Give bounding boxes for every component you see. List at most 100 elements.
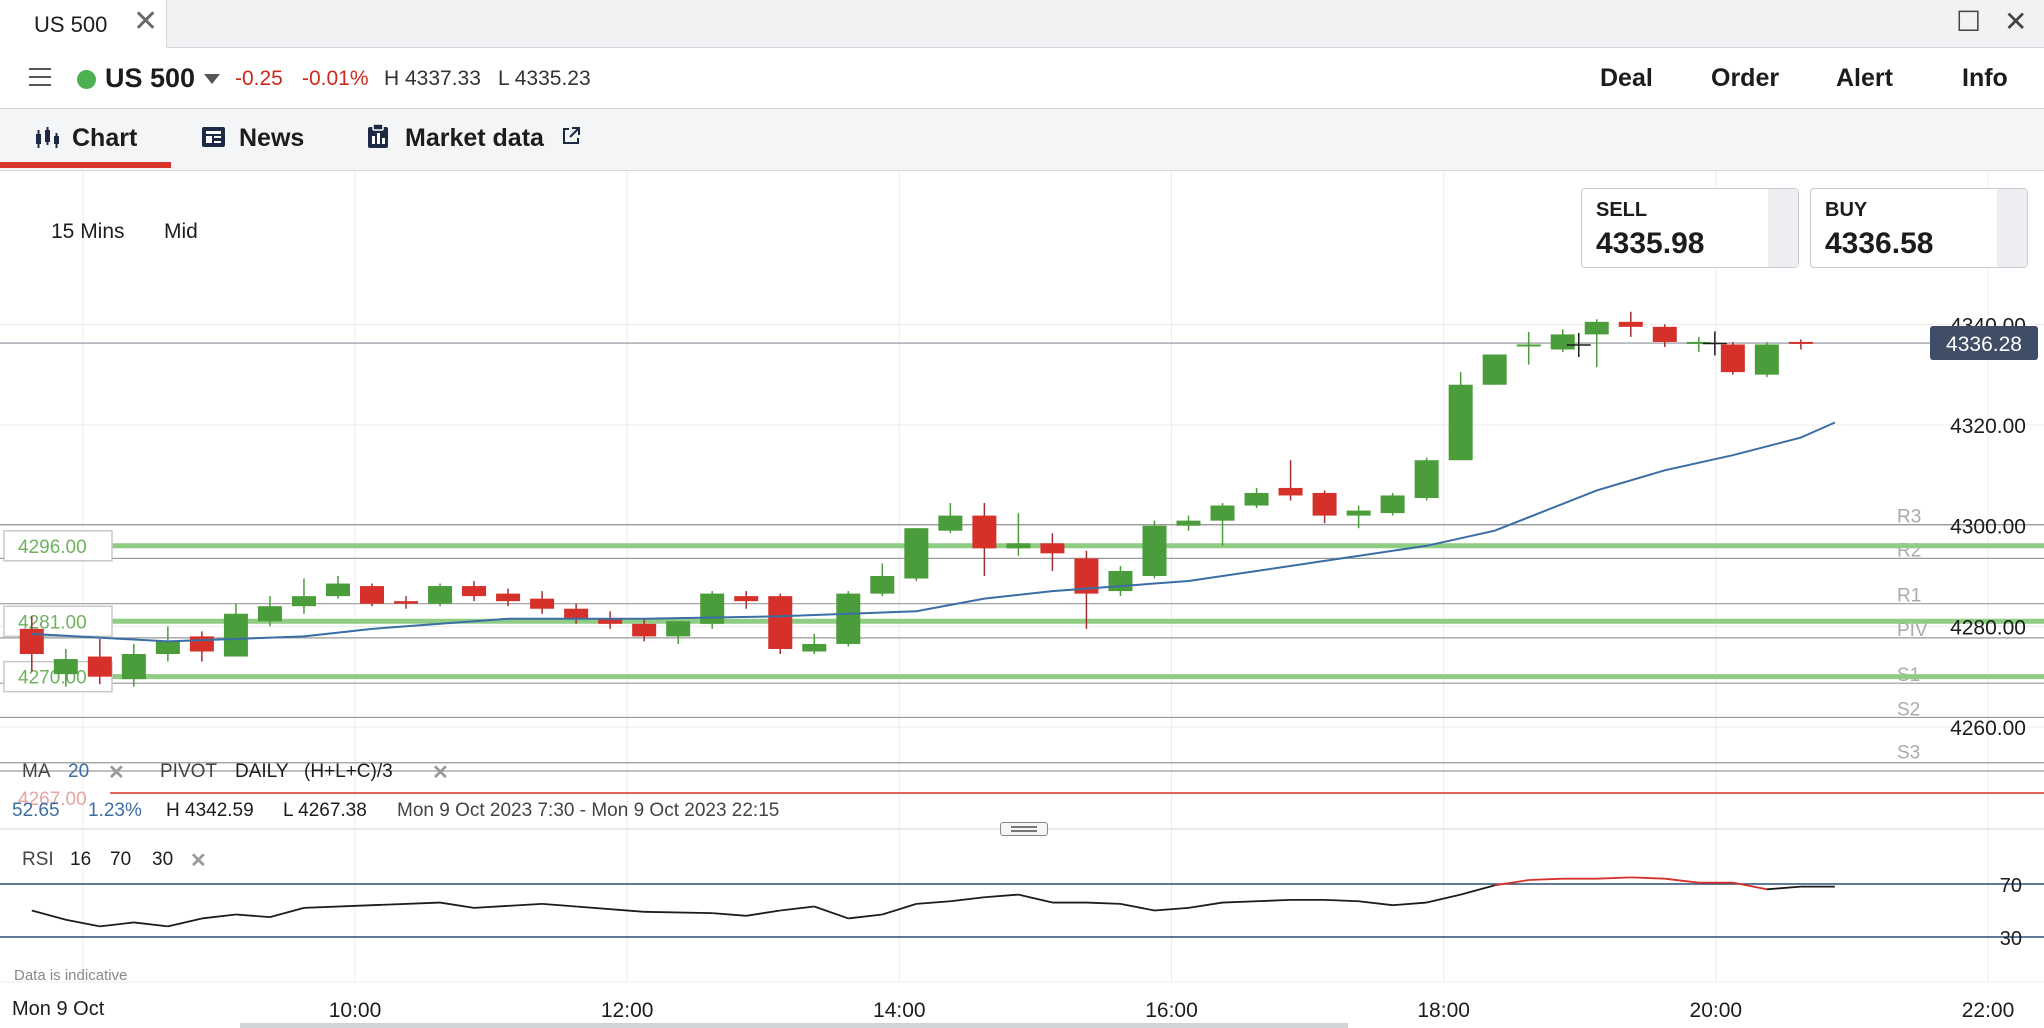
current-price-tag-label: 4336.28: [1946, 333, 2022, 356]
info-button[interactable]: Info: [1962, 64, 2008, 92]
time-axis-label: 14:00: [873, 999, 926, 1022]
candle-body: [870, 576, 895, 594]
tab-news[interactable]: News: [239, 124, 305, 152]
rsi-indicator-label[interactable]: RSI: [22, 849, 54, 870]
close-tab-icon[interactable]: ✕: [133, 5, 159, 38]
candle-body: [87, 656, 112, 677]
rsi-line-segment: [644, 910, 713, 915]
rsi-line-segment: [65, 918, 101, 928]
time-axis-label: 10:00: [329, 999, 382, 1022]
candle-body: [1516, 344, 1541, 347]
remove-rsi-icon[interactable]: ✕: [190, 850, 207, 872]
view-tabs: [0, 109, 2044, 171]
rsi-line-segment: [576, 905, 645, 913]
candle-body: [768, 596, 793, 649]
candle-body: [1584, 321, 1609, 335]
deal-button[interactable]: Deal: [1600, 64, 1653, 92]
daily-high: H 4337.33: [384, 67, 481, 90]
rsi-line-segment: [269, 906, 305, 918]
candle-body: [1482, 354, 1507, 385]
rsi-line-segment: [813, 905, 849, 920]
rsi-line-segment: [1766, 885, 1801, 891]
candle-body: [836, 593, 861, 644]
active-tab-indicator: [0, 162, 171, 168]
buy-label: BUY: [1825, 199, 1868, 221]
rsi-line-segment: [542, 902, 577, 908]
rsi-line-segment: [882, 903, 917, 916]
close-window-icon[interactable]: ✕: [2004, 6, 2028, 37]
market-status-indicator: [77, 70, 96, 89]
price-axis-label: 4280.00: [1950, 616, 2026, 639]
alert-button[interactable]: Alert: [1836, 64, 1893, 92]
remove-pivot-icon[interactable]: ✕: [432, 762, 449, 784]
rsi-line-segment: [1018, 893, 1053, 904]
chart-start-date: Mon 9 Oct: [12, 998, 105, 1020]
rsi-line-segment: [31, 909, 67, 921]
maximize-icon[interactable]: ☐: [1956, 6, 1982, 37]
horizontal-line-label: 4296.00: [18, 537, 87, 558]
price-type-selector[interactable]: Mid: [164, 220, 198, 243]
candle-body: [1686, 341, 1711, 344]
rsi-line-segment: [167, 917, 203, 928]
pivot-level-label: R3: [1897, 507, 1921, 528]
candle-body: [1448, 384, 1473, 461]
rsi-line-segment: [1188, 901, 1223, 909]
time-scrollbar-thumb: [240, 1023, 1348, 1028]
rsi-line-segment: [1460, 884, 1495, 896]
candle-body: [1108, 570, 1133, 592]
candle-body: [291, 596, 316, 607]
rsi-line-segment: [746, 909, 781, 917]
window-tab-us500[interactable]: [0, 0, 167, 48]
clipboard-icon: [368, 123, 388, 148]
pivot-formula[interactable]: (H+L+C)/3: [304, 761, 393, 782]
candle-body: [462, 586, 487, 597]
candle-body: [325, 583, 350, 597]
candle-body: [1720, 344, 1745, 373]
order-button[interactable]: Order: [1711, 64, 1780, 92]
rsi-period[interactable]: 16: [70, 849, 92, 870]
sell-button[interactable]: SELL 4335.98: [1581, 188, 1799, 268]
candle-body: [1142, 525, 1167, 576]
candle-body: [530, 598, 555, 609]
pane-resize-handle[interactable]: [1000, 822, 1048, 836]
rsi-line-segment: [1154, 906, 1189, 912]
pivot-level-label: R1: [1897, 586, 1921, 607]
ma-period[interactable]: 20: [68, 761, 90, 782]
timeframe-selector[interactable]: 15 Mins: [51, 220, 125, 243]
candle-body: [189, 636, 214, 652]
window-tab-strip: [0, 0, 2044, 48]
candle-body: [802, 643, 827, 652]
rsi-lower[interactable]: 30: [152, 849, 174, 870]
candle-body: [155, 641, 180, 655]
tab-chart[interactable]: Chart: [72, 124, 138, 152]
rsi-line-segment: [1630, 876, 1665, 880]
hamburger-menu-icon[interactable]: [29, 68, 51, 86]
time-axis-label: 20:00: [1690, 999, 1743, 1022]
instrument-name[interactable]: US 500: [105, 63, 196, 93]
rsi-line-segment: [371, 901, 441, 907]
pivot-indicator-label[interactable]: PIVOT: [160, 761, 218, 782]
candle-body: [1278, 487, 1303, 496]
buy-button[interactable]: BUY 4336.58: [1810, 188, 2028, 268]
chevron-down-icon[interactable]: [204, 74, 220, 84]
candle-body: [734, 596, 759, 602]
horizontal-line-label-box: [3, 530, 113, 562]
candle-body: [1006, 543, 1031, 549]
price-chart[interactable]: R3R2R1PIVS1S2S34296.004281.004270.004260…: [0, 171, 2044, 1028]
tab-market-data[interactable]: Market data: [405, 124, 544, 152]
ma-indicator-label[interactable]: MA: [22, 761, 51, 782]
rsi-upper[interactable]: 70: [110, 849, 132, 870]
candle-body: [564, 608, 589, 619]
rsi-line-segment: [916, 900, 951, 905]
candle-body: [1040, 543, 1065, 554]
candle-body: [1244, 492, 1269, 506]
pivot-period[interactable]: DAILY: [235, 761, 289, 782]
remove-ma-icon[interactable]: ✕: [108, 762, 125, 784]
range-low: L 4267.38: [283, 800, 367, 821]
daily-low: L 4335.23: [498, 67, 591, 90]
external-link-icon[interactable]: [561, 126, 581, 146]
candle-body: [1380, 495, 1405, 514]
price-change: -0.25: [235, 67, 283, 90]
stats-faded-value: 4267.00: [18, 789, 87, 810]
rsi-line-segment: [848, 913, 883, 920]
